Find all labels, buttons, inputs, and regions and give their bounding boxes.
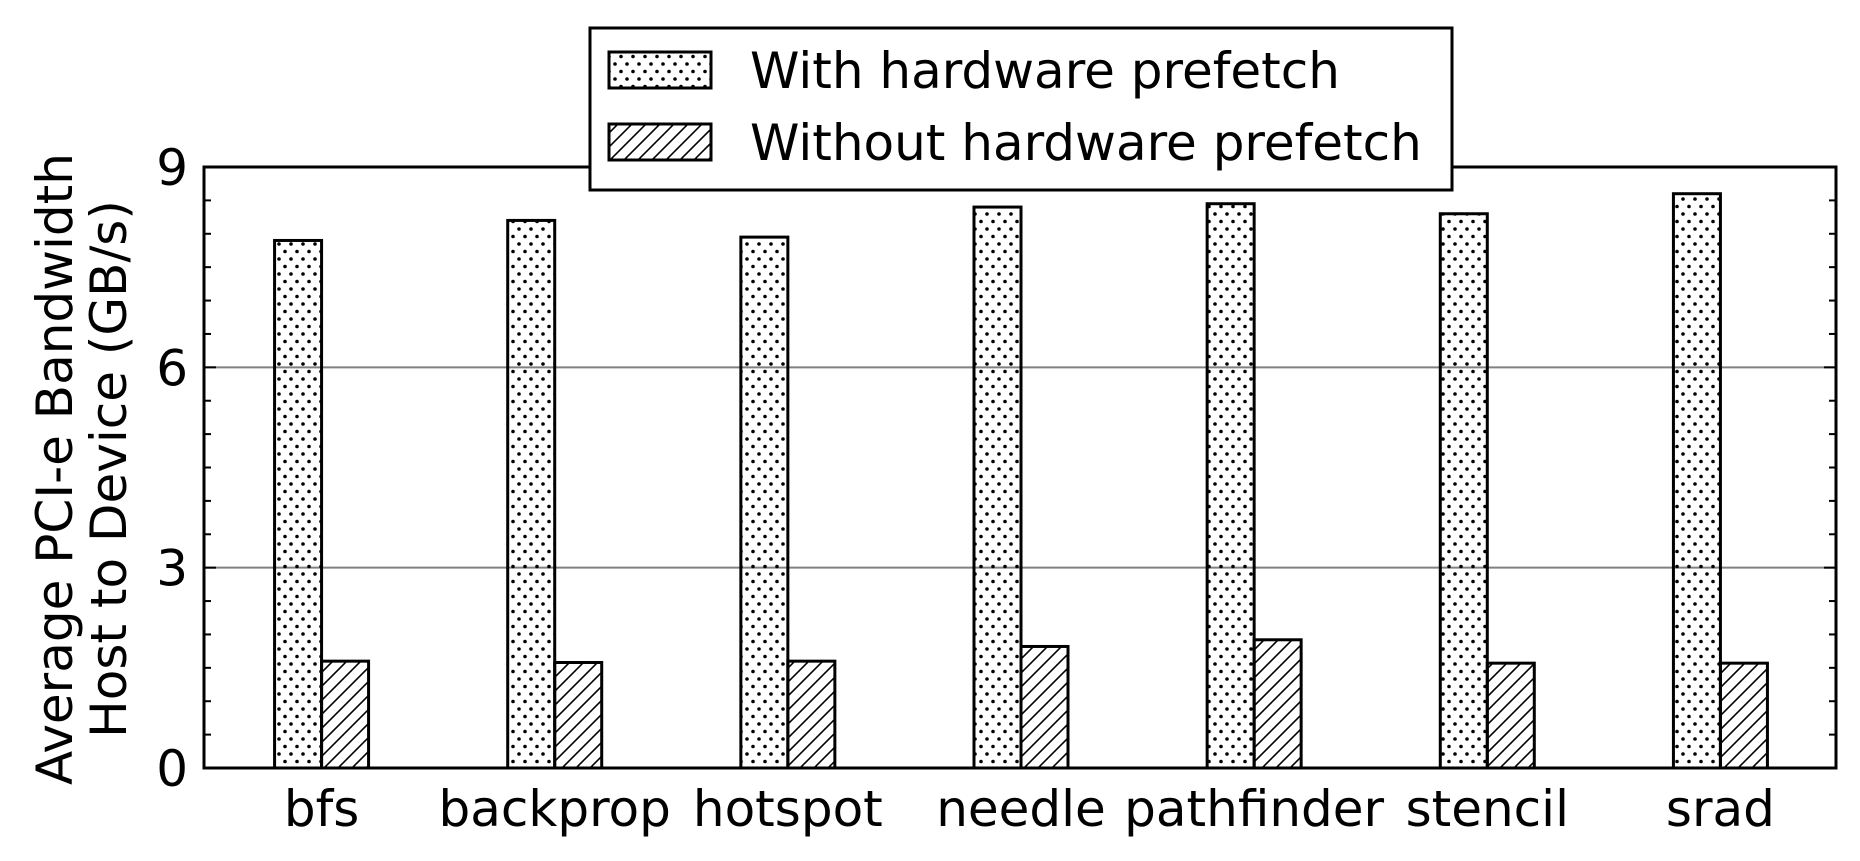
x-tick-label-needle: needle	[936, 780, 1106, 838]
y-tick-label-6: 6	[156, 339, 188, 397]
x-tick-label-stencil: stencil	[1406, 780, 1569, 838]
axes: bfs backprop hotspot needle pathfinder stenci…	[156, 139, 1838, 838]
bar-backprop-without-prefetch	[553, 660, 604, 770]
y-tick-label-9: 9	[156, 139, 188, 197]
bar-needle-with-prefetch	[972, 205, 1023, 770]
y-tick-label-0: 0	[156, 740, 188, 798]
bar-backprop-with-prefetch	[506, 218, 557, 770]
bar-pathfinder-without-prefetch	[1252, 638, 1303, 770]
bar-pathfinder-with-prefetch	[1205, 202, 1256, 770]
x-tick-label-bfs: bfs	[284, 780, 359, 838]
bar-srad-without-prefetch	[1718, 661, 1769, 770]
bar-stencil-without-prefetch	[1485, 661, 1536, 770]
legend-label-without-prefetch: Without hardware prefetch	[750, 114, 1422, 172]
bar-bfs-with-prefetch	[273, 238, 324, 770]
bars	[273, 192, 1769, 770]
bar-bfs-without-prefetch	[320, 659, 371, 770]
legend-swatch-with-prefetch	[607, 50, 713, 90]
bar-stencil-with-prefetch	[1438, 212, 1489, 770]
y-axis-label-line2: Host to Device (GB/s)	[80, 200, 138, 738]
x-tick-label-pathfinder: pathfinder	[1124, 780, 1384, 838]
x-tick-label-hotspot: hotspot	[693, 780, 883, 838]
legend-frame	[588, 26, 1454, 192]
legend-label-with-prefetch: With hardware prefetch	[750, 42, 1340, 100]
y-tick-label-3: 3	[156, 540, 188, 598]
y-axis-label-line1: Average PCI-e Bandwidth	[26, 153, 84, 785]
bar-hotspot-with-prefetch	[739, 235, 790, 770]
x-tick-label-backprop: backprop	[439, 780, 671, 838]
x-tick-label-srad: srad	[1666, 780, 1775, 838]
bar-needle-without-prefetch	[1019, 644, 1070, 770]
legend: With hardware prefetch Without hardware …	[588, 26, 1454, 192]
legend-swatch-without-prefetch	[607, 122, 713, 162]
bar-srad-with-prefetch	[1671, 192, 1722, 770]
bar-hotspot-without-prefetch	[786, 659, 837, 770]
